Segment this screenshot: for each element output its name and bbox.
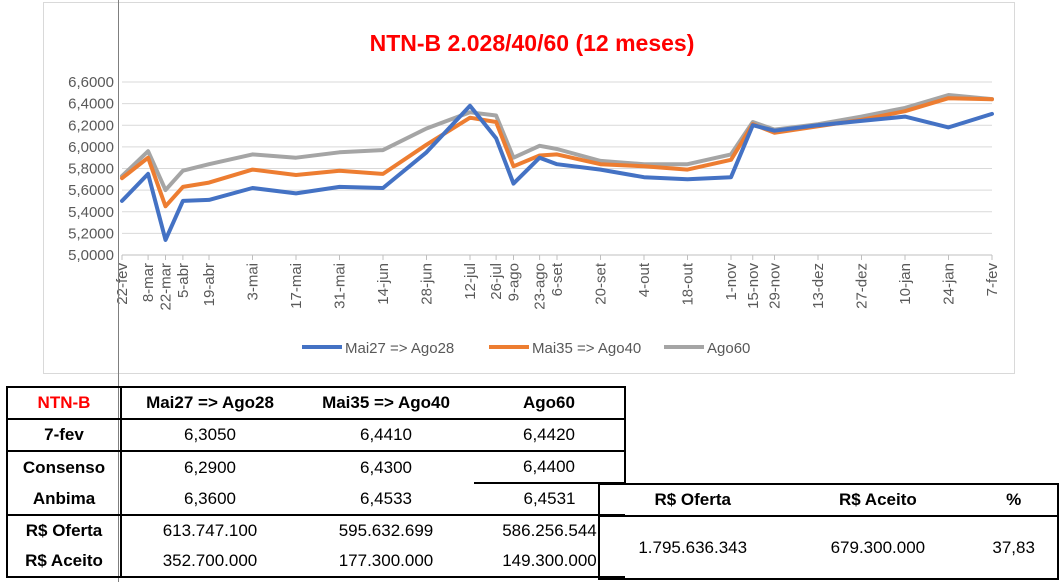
x-tick-label: 18-out xyxy=(680,262,697,305)
x-tick-label: 14-jun xyxy=(375,263,392,305)
row-label: R$ Aceito xyxy=(6,546,122,578)
legend-label: Mai27 => Ago28 xyxy=(345,340,454,357)
cell: 6,4400 xyxy=(474,450,626,483)
table-header-row: NTN-B Mai27 => Ago28 Mai35 => Ago40 Ago6… xyxy=(6,386,626,420)
x-tick-label: 9-ago xyxy=(506,263,523,301)
x-tick-label: 6-set xyxy=(549,262,566,296)
row-label: Anbima xyxy=(6,483,122,515)
y-tick-label: 5,2000 xyxy=(68,225,114,242)
header-ago60: Ago60 xyxy=(474,386,626,420)
chart-area: NTN-B 2.028/40/60 (12 meses) 5,0000 5,200… xyxy=(43,2,1015,374)
cell: 352.700.000 xyxy=(121,546,298,578)
table-row: Consenso 6,2900 6,4300 6,4400 xyxy=(6,450,626,483)
x-tick-label: 28-jun xyxy=(419,263,436,305)
x-tick-label: 4-out xyxy=(636,262,653,297)
y-tick-label: 6,2000 xyxy=(68,117,114,134)
x-tick-label: 1-nov xyxy=(723,263,740,301)
y-tick-label: 5,8000 xyxy=(68,161,114,178)
summary-row: 1.795.636.343 679.300.000 37,83 xyxy=(597,515,1059,580)
x-tick-label: 8-mar xyxy=(140,263,157,302)
x-tick-label: 12-jul xyxy=(462,263,479,300)
table-row: R$ Aceito 352.700.000 177.300.000 149.30… xyxy=(6,546,625,578)
x-tick-label: 20-set xyxy=(593,262,610,305)
summary-header-pct: % xyxy=(970,483,1059,516)
y-tick-label: 6,6000 xyxy=(68,74,114,91)
summary-header-aceito: R$ Aceito xyxy=(785,483,971,516)
cell: 613.747.100 xyxy=(121,514,298,546)
cell: 6,3600 xyxy=(184,488,236,508)
x-tick-label: 31-mai xyxy=(332,263,349,309)
row-label: Consenso xyxy=(6,450,122,483)
header-mai35: Mai35 => Ago40 xyxy=(298,386,474,420)
summary-pct-value: 37,83 xyxy=(970,515,1059,580)
y-tick-label: 5,6000 xyxy=(68,182,114,199)
y-tick-label: 5,0000 xyxy=(68,247,114,264)
x-tick-label: 22-mar xyxy=(158,263,175,311)
x-tick-label: 27-dez xyxy=(854,263,871,309)
x-tick-label: 5-abr xyxy=(175,263,192,298)
row-label: R$ Oferta xyxy=(6,514,122,546)
summary-header-row: R$ Oferta R$ Aceito % xyxy=(597,483,1059,516)
x-tick-label: 29-nov xyxy=(767,263,784,309)
y-tick-label: 6,0000 xyxy=(68,139,114,156)
x-tick-label: 26-jul xyxy=(488,263,505,300)
legend-label: Mai35 => Ago40 xyxy=(532,340,641,357)
line-chart: NTN-B 2.028/40/60 (12 meses) 5,0000 5,200… xyxy=(68,30,1001,357)
y-tick-label: 6,4000 xyxy=(68,96,114,113)
cell: 6,2900 xyxy=(121,450,298,483)
header-mai27: Mai27 => Ago28 xyxy=(121,386,298,420)
table-row: Anbima 6,3600 6,4533 6,4531 xyxy=(6,482,625,515)
x-tick-label: 15-nov xyxy=(745,263,762,309)
cell: 595.632.699 xyxy=(298,514,474,546)
x-tick-label: 10-jan xyxy=(897,263,914,305)
x-tick-label: 17-mai xyxy=(288,263,305,309)
row-label: 7-fev xyxy=(6,418,122,452)
y-tick-label: 5,4000 xyxy=(68,204,114,221)
summary-table: R$ Oferta R$ Aceito % 1.795.636.343 679.… xyxy=(597,483,1059,580)
vertical-divider xyxy=(118,0,119,582)
summary-oferta-value: 1.795.636.343 xyxy=(597,515,786,580)
table-row: R$ Oferta 613.747.100 595.632.699 586.25… xyxy=(6,514,625,546)
x-tick-label: 22-fev xyxy=(114,263,131,305)
cell: 6,4300 xyxy=(298,450,474,483)
legend-label: Ago60 xyxy=(707,340,750,357)
table-row: 7-fev 6,3050 6,4410 6,4420 xyxy=(6,418,626,452)
series-line-0 xyxy=(120,103,994,242)
x-tick-label: 13-dez xyxy=(810,263,827,309)
x-tick-label: 3-mai xyxy=(245,263,262,301)
cell: 6,3050 xyxy=(184,425,236,444)
x-tick-label: 24-jan xyxy=(941,263,958,305)
ntnb-table: NTN-B Mai27 => Ago28 Mai35 => Ago40 Ago6… xyxy=(6,386,626,578)
header-ntnb: NTN-B xyxy=(6,386,122,420)
series-line-2 xyxy=(120,93,994,193)
summary-header-oferta: R$ Oferta xyxy=(597,483,786,516)
x-tick-label: 23-ago xyxy=(532,263,549,310)
cell: 6,4533 xyxy=(360,488,412,508)
x-tick-label: 19-abr xyxy=(201,263,218,306)
summary-aceito-value: 679.300.000 xyxy=(785,515,971,580)
cell: 6,4410 xyxy=(360,425,412,444)
cell: 6,4420 xyxy=(474,419,626,451)
x-tick-label: 7-fev xyxy=(984,263,1001,297)
chart-title: NTN-B 2.028/40/60 (12 meses) xyxy=(370,30,695,56)
cell: 177.300.000 xyxy=(298,546,474,578)
